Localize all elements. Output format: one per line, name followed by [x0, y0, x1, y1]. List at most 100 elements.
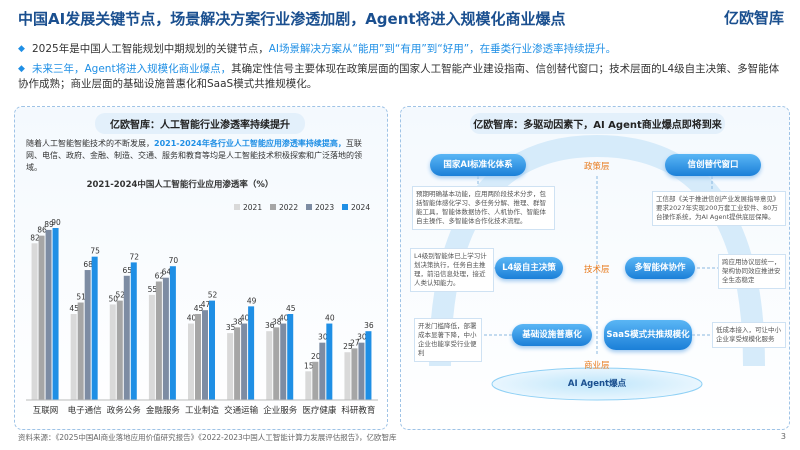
value-label: 30	[318, 333, 328, 342]
value-label: 25	[343, 342, 353, 351]
note: 低成本接入，可让中小企业享受规模化服务	[712, 322, 786, 348]
legend-label: 2022	[279, 203, 298, 212]
bar	[188, 323, 194, 400]
bar	[169, 266, 176, 400]
bar	[45, 229, 52, 400]
legend-swatch	[342, 204, 348, 210]
x-tick-label: 科研教育	[341, 405, 375, 416]
legend-swatch	[234, 204, 240, 210]
x-tick-label: 电子通信	[68, 405, 103, 416]
bar	[351, 348, 358, 400]
value-label: 89	[44, 220, 54, 229]
panel-title: 亿欧智库：多驱动因素下，AI Agent商业爆点即将到来	[470, 113, 725, 134]
value-label: 50	[109, 294, 119, 303]
bar	[248, 306, 255, 400]
bar	[287, 314, 294, 400]
value-label: 68	[83, 260, 93, 269]
source: 资料来源：《2025中国AI商业落地应用价值研究报告》《2022-2023中国人…	[18, 433, 397, 442]
value-label: 55	[148, 285, 158, 294]
bar	[84, 270, 91, 400]
base-ellipse	[491, 367, 703, 401]
bar	[109, 304, 116, 400]
panel-text: 随着人工智能智能技术的不断发展，2021-2024年各行业人工智能应用渗透率持续…	[26, 138, 371, 174]
value-label: 45	[69, 304, 79, 313]
value-label: 90	[51, 218, 61, 227]
legend-label: 2024	[351, 203, 370, 212]
page-number: 3	[780, 432, 786, 441]
x-tick-label: 互联网	[33, 406, 59, 416]
value-label: 62	[155, 272, 165, 281]
note: 开发门槛降低，部署成本显著下降，中小企业也能享受行业便利	[414, 318, 482, 362]
value-label: 40	[240, 314, 250, 323]
bullet-text: 2025年是中国人工智能规划中期规划的关键节点，	[32, 43, 269, 55]
value-label: 47	[201, 300, 211, 309]
value-label: 40	[187, 314, 197, 323]
value-label: 82	[30, 233, 40, 242]
value-label: 72	[130, 252, 140, 261]
bar	[319, 342, 326, 400]
x-tick-label: 交通运输	[224, 405, 259, 416]
legend-swatch	[306, 204, 312, 210]
slide-title: 中国AI发展关键节点，场景解决方案行业渗透加剧，Agent将进入规模化商业爆点	[18, 10, 566, 28]
node: 国家AI标准化体系	[430, 154, 526, 176]
text: 互联网、电信、政府、金融、制造、交通、服务和教育等均是人工智能技术积极探索和广泛…	[26, 139, 362, 172]
note: 预期明确基本功能，应用两阶段技术分步，包括智能体感化学习、多任务分解、推理、群智…	[412, 186, 555, 230]
value-label: 64	[162, 268, 172, 277]
value-label: 36	[364, 321, 374, 330]
logo: 亿欧智库	[723, 9, 784, 27]
bar	[91, 256, 98, 400]
x-tick-label: 医疗健康	[302, 405, 337, 416]
value-label: 45	[194, 304, 204, 313]
bar	[234, 327, 241, 400]
bar	[305, 371, 312, 400]
bar	[209, 300, 215, 400]
connectors	[477, 176, 718, 356]
x-tick-label: 金融服务	[146, 405, 181, 416]
value-label: 49	[247, 296, 257, 305]
value-label: 70	[169, 256, 179, 265]
text: 随着人工智能智能技术的不断发展，	[26, 139, 154, 148]
core-label: AI Agent爆点	[567, 379, 627, 389]
bar	[273, 327, 280, 400]
text-highlight: 2021-2024年各行业人工智能应用渗透率持续提高，	[154, 139, 346, 148]
bar	[312, 361, 319, 400]
bar	[155, 281, 162, 400]
bar	[116, 300, 123, 400]
node: 基础设施普惠化	[512, 324, 592, 346]
bar	[344, 352, 351, 400]
bar	[162, 277, 169, 400]
node: SaaS模式共推规模化	[604, 320, 692, 350]
bar	[227, 333, 234, 400]
value-label: 45	[286, 304, 296, 313]
value-label: 52	[116, 291, 126, 300]
value-label: 86	[37, 226, 47, 235]
node: 信创替代窗口	[665, 154, 761, 176]
node: 多智能体协作	[625, 257, 695, 279]
bar	[123, 275, 130, 400]
value-label: 40	[325, 314, 335, 323]
bullet-highlight: AI场景解决方案从“能用”到“有用”到“好用”，在垂类行业渗透率持续提升。	[268, 43, 617, 55]
legend-swatch	[270, 204, 276, 210]
legend-label: 2023	[315, 203, 334, 212]
bar	[130, 262, 137, 400]
bar	[31, 243, 38, 400]
bar	[70, 314, 77, 400]
value-label: 35	[226, 323, 236, 332]
x-tick-label: 企业服务	[263, 405, 298, 416]
bar	[326, 323, 333, 400]
layer-label: 政策层	[584, 162, 610, 172]
note: 跨应用协议层统一，架构协同效应推进安全生态稳定	[718, 254, 786, 289]
value-label: 38	[272, 317, 282, 326]
bar	[77, 302, 84, 400]
bullet-highlight: 未来三年，Agent将进入规模化商业爆点，	[32, 63, 232, 75]
bar	[38, 235, 45, 400]
value-label: 38	[233, 317, 243, 326]
x-tick-label: 工业制造	[185, 405, 220, 416]
note: 工信部《关于推进信创产业发展指导意见》要求2027年实现200万套工业软件、80…	[652, 191, 786, 226]
layer-label: 技术层	[584, 265, 610, 275]
value-label: 15	[304, 361, 314, 370]
legend-label: 2021	[243, 203, 262, 212]
layer-label: 商业层	[584, 361, 610, 371]
